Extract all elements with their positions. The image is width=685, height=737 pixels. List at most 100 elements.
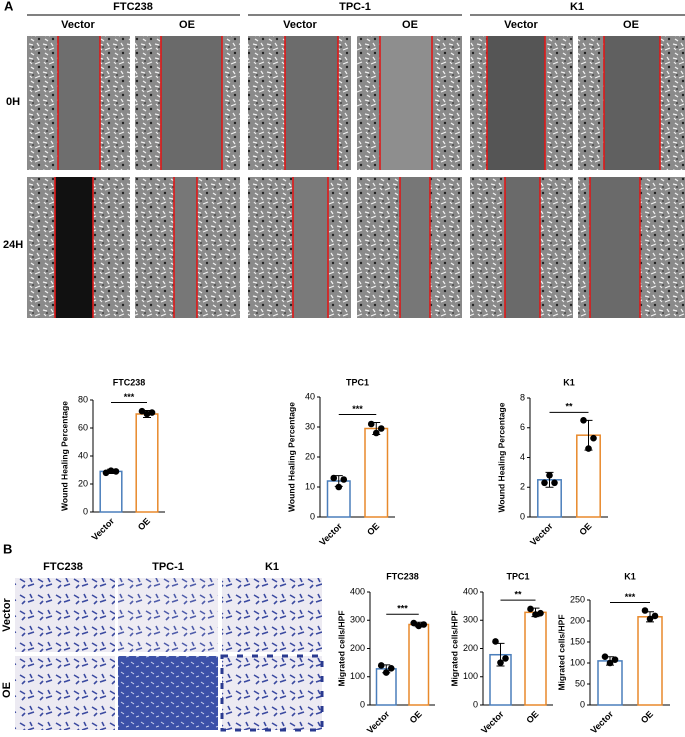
y-axis-label: Wound Healing Percentage — [286, 402, 296, 512]
panel-label: A — [4, 0, 14, 13]
data-point — [497, 659, 504, 666]
data-point — [606, 659, 614, 667]
data-point — [527, 605, 534, 613]
y-tick-label: 100 — [463, 671, 478, 681]
significance-label: *** — [625, 592, 636, 602]
micrographs — [27, 36, 685, 318]
data-point — [335, 483, 343, 491]
column-title: TPC-1 — [152, 561, 184, 573]
data-point — [590, 434, 597, 442]
y-tick-label: 40 — [305, 391, 315, 401]
data-point — [537, 609, 544, 617]
y-axis-label: Wound Healing Percentage — [59, 401, 69, 511]
data-point — [112, 468, 120, 475]
significance-label: *** — [124, 392, 135, 402]
significance-label: ** — [514, 589, 522, 599]
group-title: K1 — [570, 1, 584, 13]
x-tick-label: OE — [365, 521, 381, 537]
y-tick-label: 250 — [570, 594, 585, 604]
y-tick-label: 80 — [78, 394, 88, 404]
column-title: Vector — [504, 19, 538, 31]
x-tick-label: Vector — [365, 709, 392, 736]
column-title: OE — [623, 19, 639, 31]
y-tick-label: 0 — [520, 511, 525, 521]
x-tick-label: Vector — [528, 521, 555, 548]
chart-title: FTC238 — [113, 377, 146, 387]
x-tick-label: Vector — [90, 516, 117, 543]
bar — [135, 413, 159, 513]
y-tick-label: 10 — [305, 481, 315, 491]
y-tick-label: 60 — [78, 422, 88, 432]
data-point — [138, 407, 146, 415]
data-point — [107, 467, 115, 475]
y-tick-label: 2 — [520, 482, 525, 492]
data-point — [651, 612, 659, 620]
chart-title: K1 — [624, 571, 636, 581]
row-title: 24H — [3, 239, 23, 251]
chart-title: K1 — [563, 377, 575, 387]
column-title: OE — [179, 19, 195, 31]
data-point — [611, 656, 619, 663]
data-point — [551, 479, 558, 487]
data-point — [387, 664, 395, 672]
y-tick-label: 0 — [360, 699, 365, 709]
group-title: FTC238 — [113, 1, 153, 13]
data-point — [367, 420, 375, 428]
data-point — [340, 476, 348, 483]
y-tick-label: 200 — [350, 643, 365, 653]
data-point — [148, 409, 156, 416]
bar — [637, 616, 663, 706]
chart-title: FTC238 — [386, 571, 419, 581]
row-title: OE — [1, 682, 13, 698]
x-tick-label: OE — [408, 709, 424, 725]
significance-label: ** — [565, 402, 573, 412]
data-point — [377, 425, 385, 432]
y-tick-label: 0 — [473, 699, 478, 709]
data-point — [372, 429, 380, 437]
data-point — [585, 445, 592, 452]
y-tick-label: 0 — [83, 506, 88, 516]
data-point — [532, 611, 539, 618]
y-tick-label: 400 — [463, 586, 478, 596]
y-tick-label: 8 — [520, 392, 525, 402]
data-point — [546, 472, 553, 479]
y-axis-label: Migrated cells/HPF — [449, 610, 459, 686]
data-point — [410, 619, 418, 627]
y-tick-label: 100 — [570, 657, 585, 667]
bar — [408, 623, 430, 706]
panel-label: B — [3, 541, 12, 556]
data-point — [646, 615, 654, 623]
y-tick-label: 300 — [350, 615, 365, 625]
y-tick-label: 30 — [305, 421, 315, 431]
x-tick-label: OE — [639, 709, 655, 725]
group-title: TPC-1 — [339, 1, 371, 13]
data-point — [601, 653, 609, 660]
data-point — [580, 417, 587, 424]
column-title: Vector — [283, 19, 317, 31]
x-tick-label: OE — [524, 709, 540, 725]
row-title: 0H — [6, 96, 20, 108]
y-tick-label: 20 — [78, 478, 88, 488]
y-tick-label: 40 — [78, 450, 88, 460]
y-tick-label: 100 — [350, 671, 365, 681]
data-point — [330, 474, 338, 482]
chart-title: TPC1 — [506, 571, 529, 581]
bar — [364, 427, 389, 518]
column-title: OE — [402, 19, 418, 31]
x-tick-label: OE — [577, 521, 593, 537]
y-tick-label: 0 — [580, 699, 585, 709]
bar — [597, 660, 623, 706]
x-tick-label: Vector — [317, 521, 344, 548]
data-point — [102, 469, 110, 477]
column-title: FTC238 — [43, 561, 83, 573]
y-tick-label: 200 — [463, 643, 478, 653]
y-tick-label: 4 — [520, 452, 525, 462]
row-title: Vector — [1, 597, 13, 631]
y-tick-label: 20 — [305, 451, 315, 461]
y-axis-label: Wound Healing Percentage — [496, 402, 506, 512]
y-tick-label: 300 — [463, 615, 478, 625]
x-tick-label: Vector — [589, 709, 616, 736]
data-point — [420, 621, 428, 628]
significance-label: *** — [397, 604, 408, 614]
data-point — [143, 410, 151, 418]
